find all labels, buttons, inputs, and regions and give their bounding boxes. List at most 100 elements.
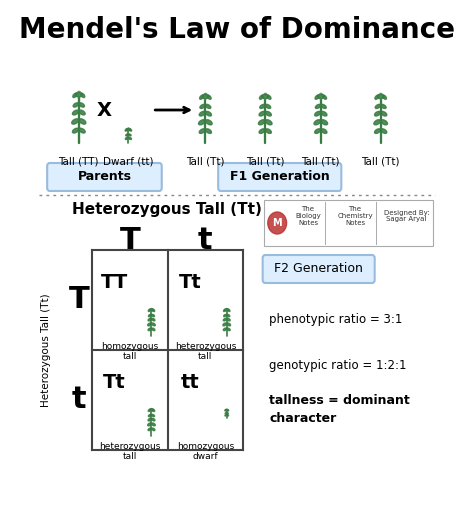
Ellipse shape: [317, 95, 324, 99]
Text: F2 Generation: F2 Generation: [274, 262, 363, 276]
Ellipse shape: [153, 409, 155, 411]
Ellipse shape: [265, 105, 271, 108]
Circle shape: [268, 212, 287, 234]
Text: tt: tt: [181, 372, 200, 391]
Ellipse shape: [79, 128, 85, 133]
Ellipse shape: [375, 105, 381, 108]
Ellipse shape: [199, 120, 205, 125]
Ellipse shape: [127, 128, 130, 131]
Ellipse shape: [148, 314, 151, 317]
Ellipse shape: [199, 129, 205, 134]
Ellipse shape: [225, 412, 227, 414]
Ellipse shape: [374, 120, 381, 125]
Ellipse shape: [202, 95, 209, 99]
Ellipse shape: [152, 314, 155, 317]
Ellipse shape: [152, 318, 155, 321]
Ellipse shape: [227, 414, 228, 416]
Text: TT: TT: [101, 272, 128, 291]
Ellipse shape: [259, 129, 265, 134]
Ellipse shape: [152, 323, 155, 326]
Text: Tall (Tt): Tall (Tt): [246, 156, 284, 166]
Ellipse shape: [75, 92, 82, 97]
Ellipse shape: [207, 95, 211, 99]
Ellipse shape: [321, 120, 328, 125]
Text: Parents: Parents: [77, 171, 131, 184]
Ellipse shape: [128, 137, 131, 139]
Ellipse shape: [260, 105, 265, 108]
Ellipse shape: [265, 111, 271, 116]
Ellipse shape: [148, 328, 151, 331]
Ellipse shape: [223, 318, 227, 321]
Ellipse shape: [224, 314, 227, 317]
Ellipse shape: [79, 119, 86, 124]
Ellipse shape: [152, 418, 155, 421]
Text: t: t: [198, 226, 213, 255]
Text: Mendel's Law of Dominance: Mendel's Law of Dominance: [19, 16, 455, 44]
Ellipse shape: [321, 105, 326, 108]
Text: Tall (Tt): Tall (Tt): [301, 156, 340, 166]
Ellipse shape: [227, 328, 230, 331]
Ellipse shape: [228, 309, 230, 312]
Ellipse shape: [227, 412, 228, 414]
Text: X: X: [97, 100, 112, 119]
Ellipse shape: [224, 309, 226, 312]
Text: Tt: Tt: [103, 372, 126, 391]
Ellipse shape: [152, 423, 155, 426]
Text: M: M: [273, 218, 282, 228]
Text: F1 Generation: F1 Generation: [230, 171, 329, 184]
Text: heterozygous
tall: heterozygous tall: [175, 342, 236, 361]
Ellipse shape: [315, 129, 320, 134]
Text: The
Chemistry
Notes: The Chemistry Notes: [337, 206, 373, 226]
Text: Heterozygous Tall (Tt): Heterozygous Tall (Tt): [41, 293, 51, 407]
Ellipse shape: [223, 323, 227, 326]
Text: t: t: [72, 385, 86, 414]
Text: homozygous
tall: homozygous tall: [101, 342, 159, 361]
Text: Dwarf (tt): Dwarf (tt): [103, 156, 154, 166]
Ellipse shape: [129, 129, 132, 131]
FancyBboxPatch shape: [47, 163, 162, 191]
Ellipse shape: [374, 111, 381, 116]
Ellipse shape: [381, 105, 386, 108]
Ellipse shape: [377, 95, 384, 99]
Ellipse shape: [148, 318, 151, 321]
Ellipse shape: [148, 428, 151, 431]
Text: Tall (Tt): Tall (Tt): [186, 156, 225, 166]
Ellipse shape: [148, 423, 151, 426]
Ellipse shape: [375, 95, 379, 99]
Ellipse shape: [315, 111, 320, 116]
Ellipse shape: [79, 110, 85, 115]
Ellipse shape: [73, 110, 79, 115]
Ellipse shape: [149, 309, 154, 311]
Text: phenotypic ratio = 3:1: phenotypic ratio = 3:1: [270, 314, 403, 326]
Ellipse shape: [225, 410, 226, 411]
Ellipse shape: [225, 414, 227, 416]
Text: Tall (Tt): Tall (Tt): [361, 156, 400, 166]
Ellipse shape: [148, 414, 151, 417]
Ellipse shape: [125, 129, 128, 131]
Ellipse shape: [315, 95, 319, 99]
Ellipse shape: [206, 105, 211, 108]
Ellipse shape: [206, 111, 211, 116]
Ellipse shape: [81, 93, 85, 98]
Ellipse shape: [227, 318, 230, 321]
Ellipse shape: [128, 134, 131, 136]
Ellipse shape: [149, 409, 154, 411]
Text: The
Biology
Notes: The Biology Notes: [295, 206, 321, 226]
Ellipse shape: [152, 328, 155, 331]
Ellipse shape: [225, 309, 229, 311]
Ellipse shape: [259, 111, 265, 116]
Ellipse shape: [73, 93, 77, 98]
Ellipse shape: [152, 414, 155, 417]
Ellipse shape: [148, 309, 150, 312]
Ellipse shape: [148, 409, 150, 411]
Text: Tt: Tt: [179, 272, 201, 291]
Ellipse shape: [125, 137, 128, 139]
Ellipse shape: [152, 428, 155, 431]
Ellipse shape: [381, 129, 387, 134]
Ellipse shape: [72, 119, 79, 124]
Ellipse shape: [199, 111, 205, 116]
Text: Designed By:
Sagar Aryal: Designed By: Sagar Aryal: [383, 210, 429, 222]
Ellipse shape: [262, 95, 269, 99]
FancyBboxPatch shape: [263, 255, 374, 283]
Ellipse shape: [153, 309, 155, 312]
